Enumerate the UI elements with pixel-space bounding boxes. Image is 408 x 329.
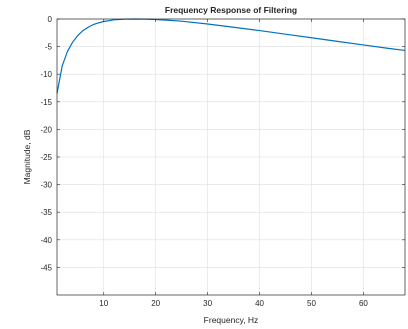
tick-marks (57, 18, 405, 295)
x-tick-label: 10 (99, 299, 108, 308)
y-axis-label: Magnitude, dB (22, 129, 32, 184)
x-tick-label: 20 (151, 299, 160, 308)
y-tick-label: -40 (40, 236, 52, 245)
chart-title: Frequency Response of Filtering (165, 5, 297, 15)
x-tick-label: 40 (255, 299, 264, 308)
y-tick-label: -15 (40, 98, 52, 107)
y-tick-label: -30 (40, 181, 52, 190)
tick-labels: 10 20 30 40 50 60 0 -5 -10 -15 -20 -25 -30 -35 -40 -45 (40, 15, 368, 308)
x-tick-label: 50 (307, 299, 316, 308)
x-tick-label: 30 (203, 299, 212, 308)
x-tick-label: 60 (359, 299, 368, 308)
y-tick-label: -10 (40, 70, 52, 79)
x-axis-label: Frequency, Hz (204, 315, 259, 325)
y-tick-label: -35 (40, 208, 52, 217)
y-tick-label: -25 (40, 153, 52, 162)
y-tick-label: 0 (48, 15, 53, 24)
y-tick-label: -20 (40, 125, 52, 134)
y-tick-label: -45 (40, 263, 52, 272)
y-tick-label: -5 (45, 43, 53, 52)
